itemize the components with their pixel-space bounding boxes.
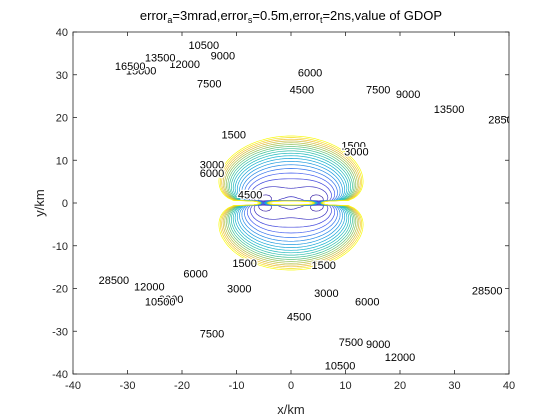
x-tick-label: 40 bbox=[503, 380, 515, 392]
contour-label: 3000 bbox=[344, 147, 368, 159]
x-tick-label: -30 bbox=[120, 380, 136, 392]
y-tick-label: -30 bbox=[52, 326, 68, 338]
y-tick-label: 30 bbox=[56, 70, 68, 82]
contour-label: 28500 bbox=[99, 275, 130, 287]
contour-label: 28500 bbox=[472, 286, 503, 298]
contour-label: 16500 bbox=[115, 61, 146, 73]
x-tick-label: 30 bbox=[448, 380, 460, 392]
contour-label: 6000 bbox=[355, 296, 379, 308]
y-tick-label: -20 bbox=[52, 284, 68, 296]
title-text: =3mrad,error bbox=[172, 8, 248, 23]
contour-label: 13500 bbox=[145, 53, 176, 65]
contour-label: 7500 bbox=[200, 328, 224, 340]
contour-label: 4500 bbox=[290, 85, 314, 97]
contour-label: 6000 bbox=[200, 168, 224, 180]
y-tick-label: 0 bbox=[62, 198, 68, 210]
title-text: =2ns,value of GDOP bbox=[322, 8, 442, 23]
contour-label: 12000 bbox=[134, 281, 165, 293]
contour-label: 10500 bbox=[145, 296, 176, 308]
y-tick-label: 20 bbox=[56, 113, 68, 125]
y-tick-label: -40 bbox=[52, 369, 68, 381]
contour-label: 3000 bbox=[227, 284, 251, 296]
contour-label: 1500 bbox=[222, 130, 246, 142]
x-tick-label: 10 bbox=[339, 380, 351, 392]
x-tick-label: -40 bbox=[65, 380, 81, 392]
x-axis-label: x/km bbox=[277, 402, 304, 417]
contour-label: 4500 bbox=[287, 311, 311, 323]
y-tick-label: 40 bbox=[56, 27, 68, 39]
contour-label: 1500 bbox=[311, 260, 335, 272]
contour-label: 28500 bbox=[488, 115, 519, 127]
chart-title: errora=3mrad,errors=0.5m,errort=2ns,valu… bbox=[140, 8, 442, 25]
contour-label: 6000 bbox=[183, 269, 207, 281]
x-tick-label: -20 bbox=[174, 380, 190, 392]
contour-label: 13500 bbox=[434, 104, 465, 116]
y-tick-label: -10 bbox=[52, 241, 68, 253]
contour-label: 12000 bbox=[385, 352, 416, 364]
contour-label: 9000 bbox=[211, 51, 235, 63]
title-text: =0.5m,error bbox=[252, 8, 320, 23]
contour-label: 1500 bbox=[232, 258, 256, 270]
contour-label: 7500 bbox=[197, 78, 221, 90]
contour-label: 7500 bbox=[339, 337, 363, 349]
contour-label: 6000 bbox=[298, 68, 322, 80]
x-tick-label: 20 bbox=[394, 380, 406, 392]
contour-label: 10500 bbox=[189, 40, 220, 52]
y-axis-label: y/km bbox=[32, 189, 47, 216]
title-text: error bbox=[140, 8, 168, 23]
contour-label: 9000 bbox=[396, 89, 420, 101]
x-tick-label: -10 bbox=[229, 380, 245, 392]
contour-label: 10500 bbox=[325, 360, 356, 372]
contour-label: 4500 bbox=[238, 189, 262, 201]
contour-label: 7500 bbox=[366, 85, 390, 97]
x-tick-label: 0 bbox=[288, 380, 294, 392]
contour-label: 3000 bbox=[314, 288, 338, 300]
contour-label: 9000 bbox=[366, 339, 390, 351]
y-tick-label: 10 bbox=[56, 155, 68, 167]
